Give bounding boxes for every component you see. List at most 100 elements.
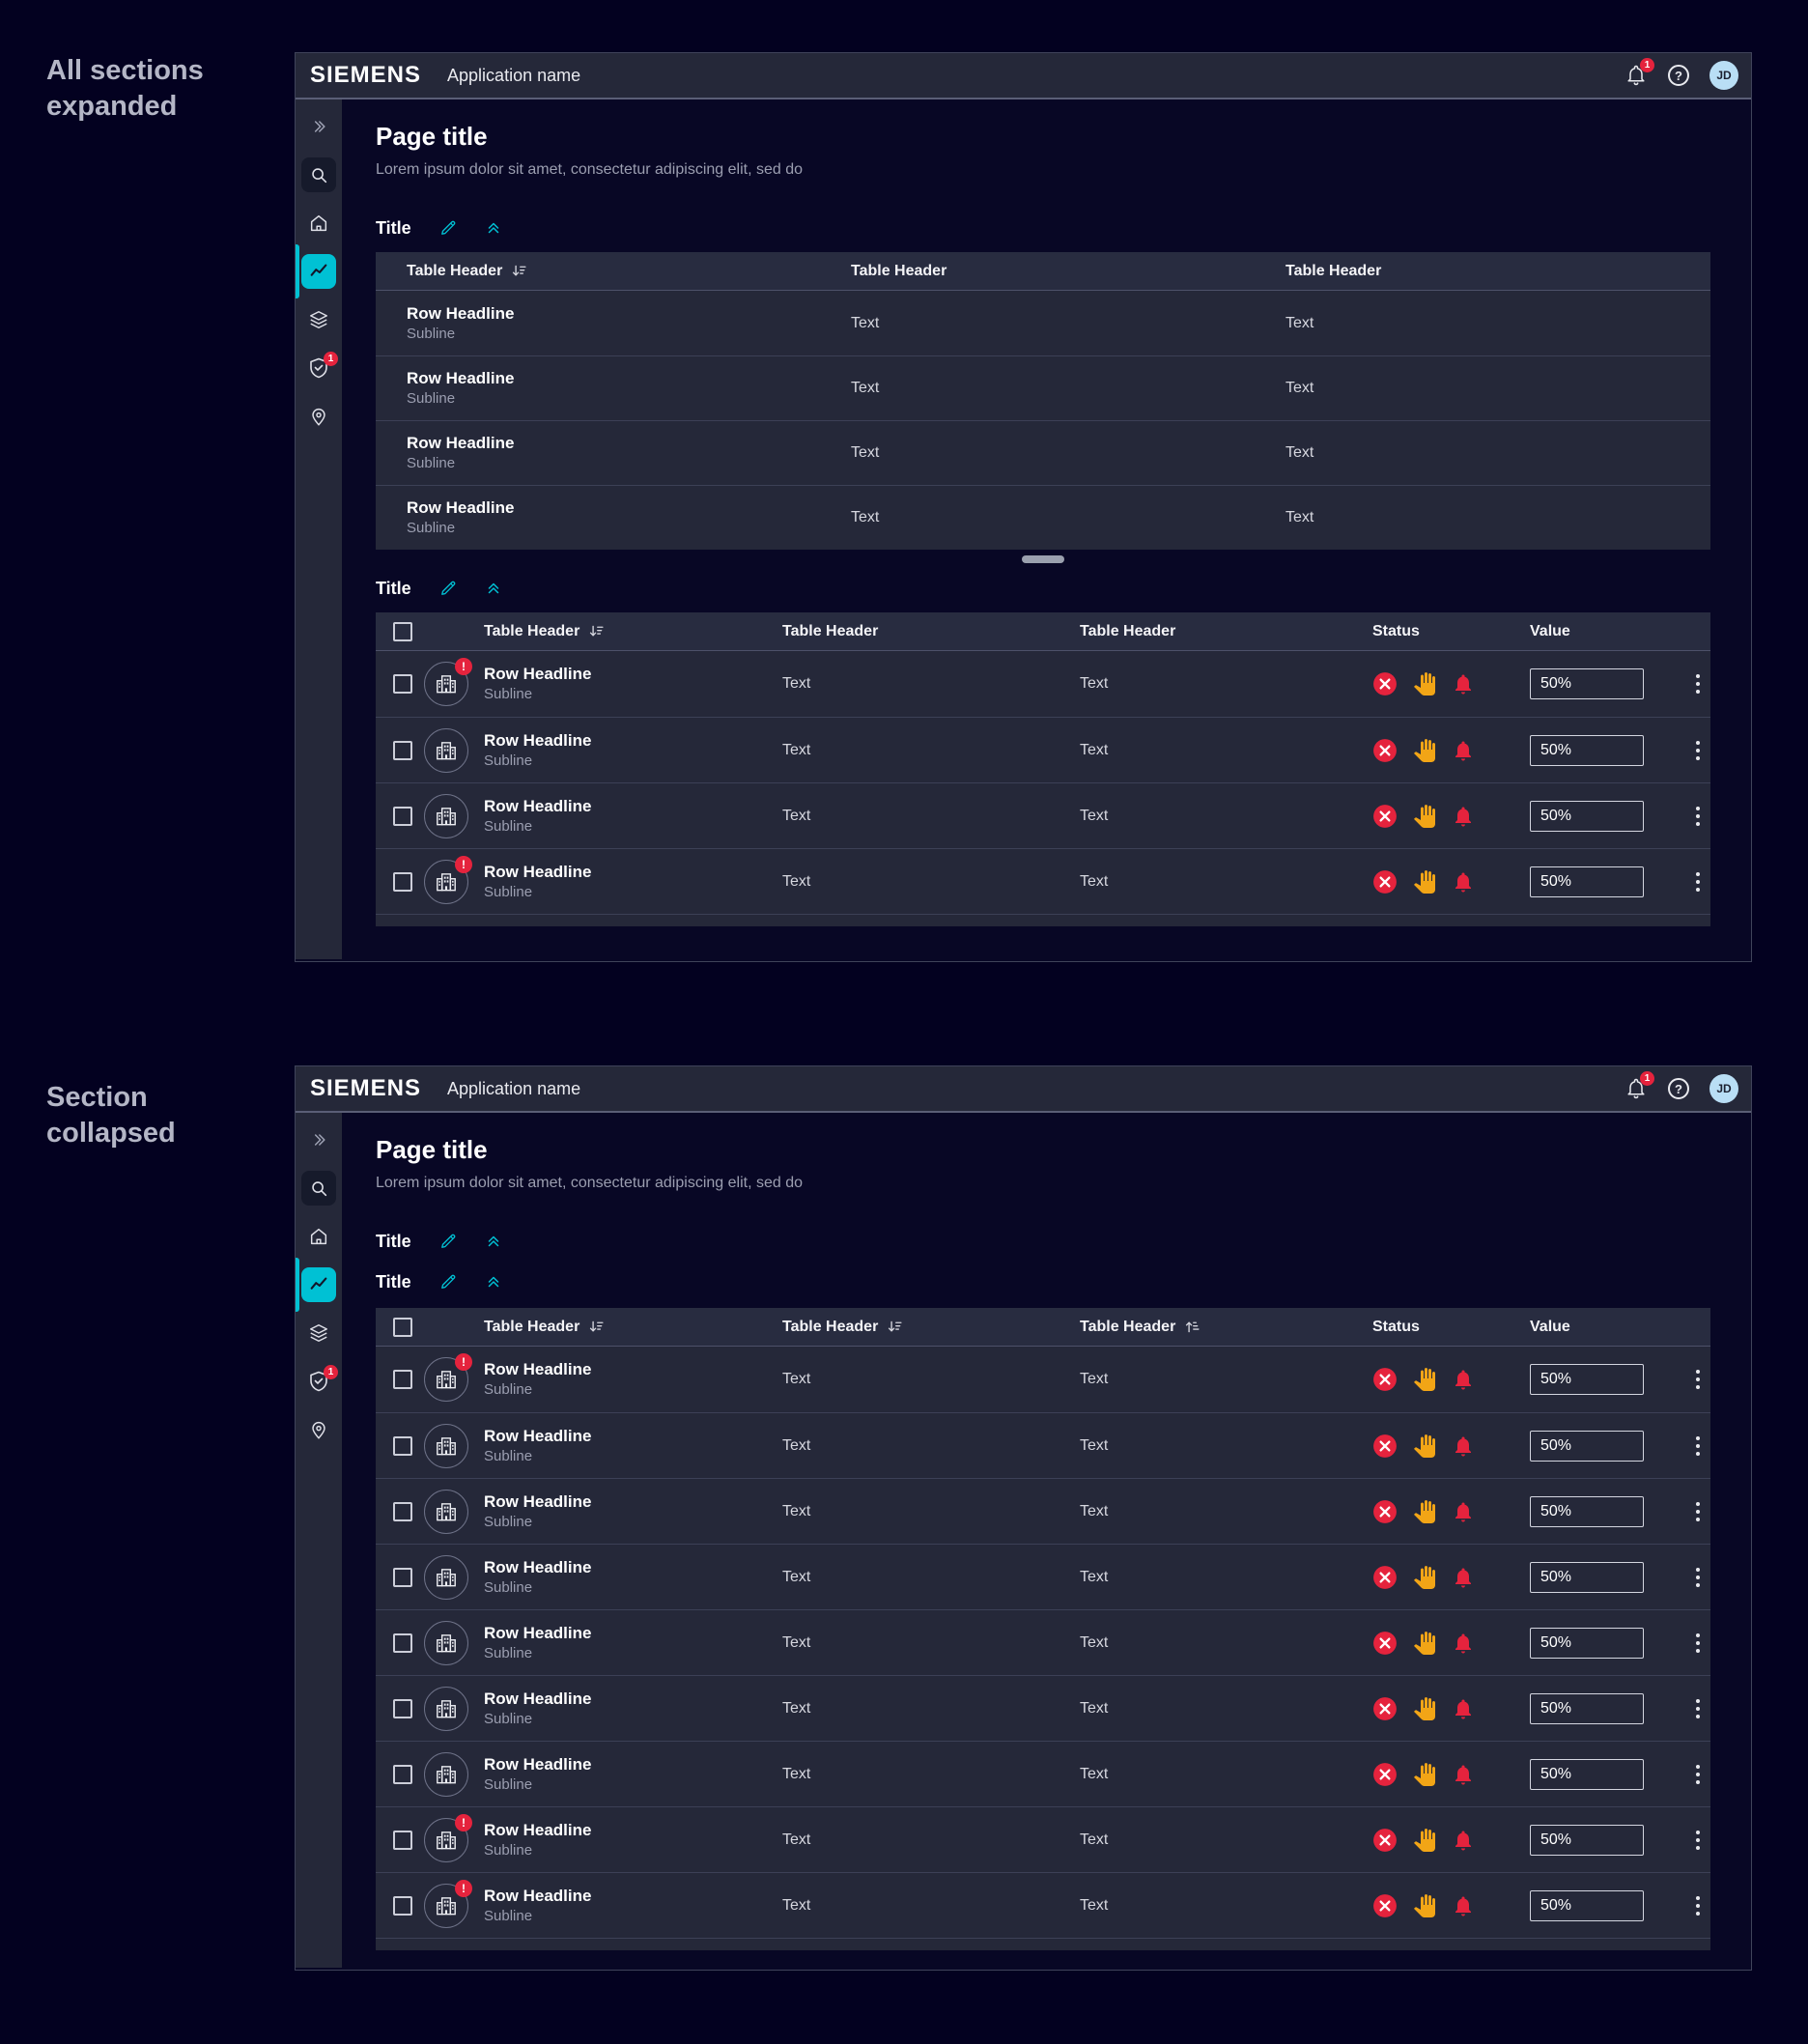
row-menu-button[interactable] <box>1692 1827 1704 1854</box>
row-checkbox[interactable] <box>393 1764 412 1784</box>
collapse-section-button[interactable] <box>485 1273 502 1291</box>
row-checkbox[interactable] <box>393 1501 412 1521</box>
edit-section-button[interactable] <box>438 579 458 598</box>
row-menu-button[interactable] <box>1692 803 1704 830</box>
help-button[interactable]: ? <box>1668 1078 1689 1099</box>
row-checkbox[interactable] <box>393 1567 412 1587</box>
row-menu-button[interactable] <box>1692 1892 1704 1919</box>
row-headline: Row Headline <box>484 730 592 750</box>
row-menu-button[interactable] <box>1692 1433 1704 1460</box>
value-input[interactable] <box>1530 1430 1644 1462</box>
select-all-checkbox[interactable] <box>393 621 412 641</box>
notifications-button[interactable]: 1 <box>1624 1071 1654 1100</box>
cancel-status-icon <box>1372 1565 1398 1590</box>
sidebar-item-search[interactable] <box>296 1171 342 1206</box>
value-input[interactable] <box>1530 1495 1644 1527</box>
row-menu-button[interactable] <box>1692 670 1704 697</box>
sidebar-item-security[interactable]: 1 <box>296 351 342 385</box>
sidebar-item-location[interactable] <box>296 1412 342 1447</box>
row-checkbox[interactable] <box>393 1830 412 1850</box>
collapse-section-button[interactable] <box>485 580 502 597</box>
row-menu-button[interactable] <box>1692 1695 1704 1722</box>
select-all-checkbox[interactable] <box>393 1317 412 1337</box>
value-input[interactable] <box>1530 1758 1644 1790</box>
value-input[interactable] <box>1530 1364 1644 1395</box>
notifications-button[interactable]: 1 <box>1624 58 1654 87</box>
row-menu-button[interactable] <box>1692 1366 1704 1393</box>
value-input[interactable] <box>1530 1824 1644 1856</box>
row-checkbox[interactable] <box>393 1435 412 1456</box>
sidebar-item-layers[interactable] <box>296 302 342 337</box>
sidebar-item-security[interactable]: 1 <box>296 1364 342 1399</box>
table-row[interactable]: Row Headline Subline Text Text <box>376 420 1710 485</box>
sidebar-expand-button[interactable] <box>296 109 342 144</box>
sidebar-item-home[interactable] <box>296 206 342 241</box>
sidebar-item-location[interactable] <box>296 399 342 434</box>
value-input[interactable] <box>1530 1692 1644 1724</box>
row-menu-button[interactable] <box>1692 1498 1704 1525</box>
value-input[interactable] <box>1530 1561 1644 1593</box>
row-menu-button[interactable] <box>1692 1630 1704 1657</box>
row-menu-button[interactable] <box>1692 1761 1704 1788</box>
sidebar-item-search[interactable] <box>296 157 342 192</box>
column-header-sortable[interactable]: Table Header <box>407 263 851 280</box>
column-header-sortable[interactable]: Table Header <box>484 1319 782 1336</box>
building-icon <box>434 1367 459 1392</box>
value-input[interactable] <box>1530 866 1644 897</box>
row-menu-button[interactable] <box>1692 1564 1704 1591</box>
row-checkbox[interactable] <box>393 1370 412 1389</box>
row-checkbox[interactable] <box>393 1698 412 1718</box>
value-input[interactable] <box>1530 734 1644 766</box>
row-menu-button[interactable] <box>1692 737 1704 764</box>
column-header-sortable[interactable]: Table Header <box>484 623 782 640</box>
collapse-section-button[interactable] <box>485 1233 502 1250</box>
collapse-section-button[interactable] <box>485 219 502 237</box>
section-resize-handle[interactable] <box>1022 555 1064 563</box>
edit-section-button[interactable] <box>438 1232 458 1251</box>
edit-section-button[interactable] <box>438 1272 458 1292</box>
column-header-sortable[interactable]: Table Header <box>782 1319 1080 1336</box>
window-section-collapsed: SIEMENS Application name 1 ? JD 1 Page t… <box>295 1065 1752 1971</box>
value-input[interactable] <box>1530 668 1644 699</box>
row-checkbox[interactable] <box>393 740 412 760</box>
sidebar-item-layers[interactable] <box>296 1316 342 1350</box>
table-row[interactable]: Row Headline Subline Text Text <box>376 355 1710 420</box>
row-checkbox[interactable] <box>393 871 412 892</box>
page-title: Page title <box>376 122 488 151</box>
row-cell-text: Text <box>851 444 880 461</box>
user-avatar[interactable]: JD <box>1709 61 1738 90</box>
value-input[interactable] <box>1530 1889 1644 1921</box>
row-menu-button[interactable] <box>1692 868 1704 895</box>
building-avatar: ! <box>424 1751 468 1797</box>
value-input[interactable] <box>1530 1627 1644 1659</box>
sidebar-item-dashboard-active[interactable] <box>296 244 342 298</box>
row-cell-text: Text <box>1285 509 1314 525</box>
row-checkbox[interactable] <box>393 806 412 826</box>
row-checkbox[interactable] <box>393 1632 412 1653</box>
sidebar-item-home[interactable] <box>296 1219 342 1254</box>
column-header-sortable[interactable]: Table Header <box>1080 1319 1372 1336</box>
value-input[interactable] <box>1530 800 1644 832</box>
sidebar-item-dashboard-active[interactable] <box>296 1258 342 1312</box>
row-checkbox[interactable] <box>393 674 412 694</box>
row-checkbox[interactable] <box>393 1895 412 1916</box>
edit-section-button[interactable] <box>438 218 458 238</box>
table-row[interactable]: Row Headline Subline Text Text <box>376 485 1710 550</box>
help-button[interactable]: ? <box>1668 65 1689 86</box>
user-avatar[interactable]: JD <box>1709 1074 1738 1103</box>
table-row[interactable]: Row Headline Subline Text Text <box>376 291 1710 355</box>
sidebar-expand-button[interactable] <box>296 1122 342 1157</box>
